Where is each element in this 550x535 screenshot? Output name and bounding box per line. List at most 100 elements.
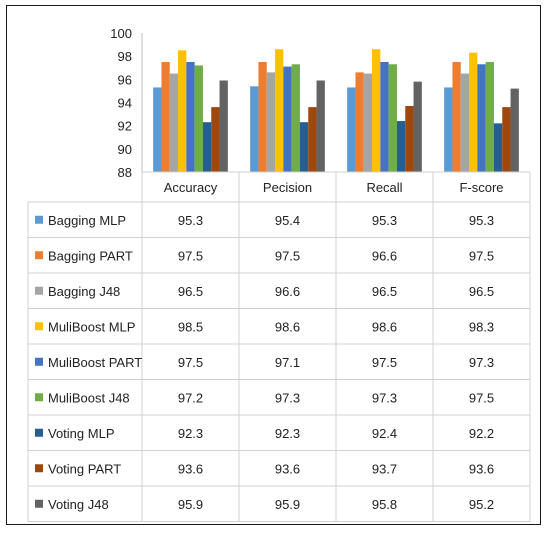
data-table-cell: 95.3: [178, 213, 203, 228]
data-table-cell: 95.2: [469, 497, 494, 512]
bar: [460, 73, 470, 172]
data-table-cell: 93.6: [178, 461, 203, 476]
bar: [493, 123, 503, 172]
bar: [510, 88, 519, 172]
bar: [186, 61, 195, 173]
category-label: Accuracy: [164, 180, 218, 195]
bar: [396, 121, 406, 172]
bar: [283, 66, 292, 172]
bar: [413, 81, 422, 172]
bar: [469, 52, 478, 172]
legend-entry: Bagging PART: [48, 248, 133, 263]
bar: [299, 122, 309, 172]
y-tick-label: 98: [118, 49, 132, 64]
legend-entry: MuliBoost J48: [48, 390, 130, 405]
bar: [452, 61, 461, 173]
data-table-cell: 96.6: [372, 248, 397, 263]
bar: [266, 72, 276, 172]
legend-swatch: [35, 464, 43, 473]
data-table-cell: 97.5: [178, 355, 203, 370]
data-table-cell: 97.5: [178, 248, 203, 263]
bar: [291, 64, 300, 172]
data-table-cell: 95.9: [275, 497, 300, 512]
legend-entry: MuliBoost MLP: [48, 319, 135, 334]
bar: [202, 122, 212, 172]
legend-swatch: [35, 428, 43, 437]
bar: [153, 87, 162, 172]
legend-swatch: [35, 215, 43, 224]
bar: [502, 107, 511, 172]
bar: [380, 61, 389, 173]
data-table-cell: 93.6: [275, 461, 300, 476]
category-label: Recall: [366, 180, 402, 195]
data-table-cell: 98.3: [469, 319, 494, 334]
bar: [347, 87, 356, 172]
category-label: Pecision: [263, 180, 312, 195]
data-table-cell: 97.5: [469, 248, 494, 263]
bar: [316, 80, 325, 172]
legend-entry: Voting MLP: [48, 426, 115, 441]
bar: [405, 105, 414, 172]
legend-entry: MuliBoost PART: [48, 355, 142, 370]
legend-entry: Voting PART: [48, 461, 121, 476]
legend-entry: Bagging MLP: [48, 213, 126, 228]
bar: [194, 65, 203, 172]
legend-swatch: [35, 499, 43, 508]
bar: [250, 86, 259, 172]
bar: [169, 73, 179, 172]
data-table-cell: 96.6: [275, 284, 300, 299]
data-table-cell: 92.3: [178, 426, 203, 441]
data-table-cell: 95.9: [178, 497, 203, 512]
bar: [355, 72, 364, 172]
bar: [219, 80, 228, 172]
data-table-cell: 92.3: [275, 426, 300, 441]
data-table-cell: 97.5: [469, 390, 494, 405]
data-table-cell: 98.6: [372, 319, 397, 334]
bar: [372, 49, 381, 172]
y-tick-label: 94: [118, 96, 132, 111]
y-tick-label: 100: [110, 26, 132, 41]
data-table-cell: 95.8: [372, 497, 397, 512]
y-tick-label: 90: [118, 142, 132, 157]
data-table-cell: 96.5: [372, 284, 397, 299]
legend-swatch: [35, 393, 43, 402]
bar: [308, 107, 317, 172]
legend-swatch: [35, 357, 43, 366]
data-table-cell: 97.1: [275, 355, 300, 370]
bar: [485, 61, 494, 173]
data-table-cell: 97.3: [372, 390, 397, 405]
data-table-cell: 97.5: [275, 248, 300, 263]
data-table-cell: 95.3: [372, 213, 397, 228]
bar: [178, 50, 187, 172]
data-table-cell: 93.7: [372, 461, 397, 476]
data-table-cell: 97.5: [372, 355, 397, 370]
data-table-cell: 95.3: [469, 213, 494, 228]
bar: [275, 49, 284, 172]
data-table-cell: 97.2: [178, 390, 203, 405]
legend-entry: Voting J48: [48, 497, 109, 512]
legend-swatch: [35, 286, 43, 295]
legend-entry: Bagging J48: [48, 284, 120, 299]
bar: [363, 73, 373, 172]
legend-swatch: [35, 251, 43, 260]
bar: [258, 61, 267, 173]
y-tick-label: 96: [118, 72, 132, 87]
data-table-cell: 97.3: [469, 355, 494, 370]
y-tick-label: 92: [118, 119, 132, 134]
data-table-cell: 93.6: [469, 461, 494, 476]
bar: [388, 64, 397, 172]
data-table-cell: 96.5: [469, 284, 494, 299]
bar: [211, 107, 220, 172]
bar: [161, 61, 170, 173]
legend-swatch: [35, 322, 43, 331]
data-table-cell: 95.4: [275, 213, 300, 228]
data-table-cell: 92.2: [469, 426, 494, 441]
bar: [444, 87, 453, 172]
data-table-cell: 96.5: [178, 284, 203, 299]
category-label: F-score: [459, 180, 503, 195]
bar: [477, 64, 486, 172]
data-table-cell: 97.3: [275, 390, 300, 405]
y-tick-label: 88: [118, 165, 132, 180]
data-table-cell: 92.4: [372, 426, 397, 441]
